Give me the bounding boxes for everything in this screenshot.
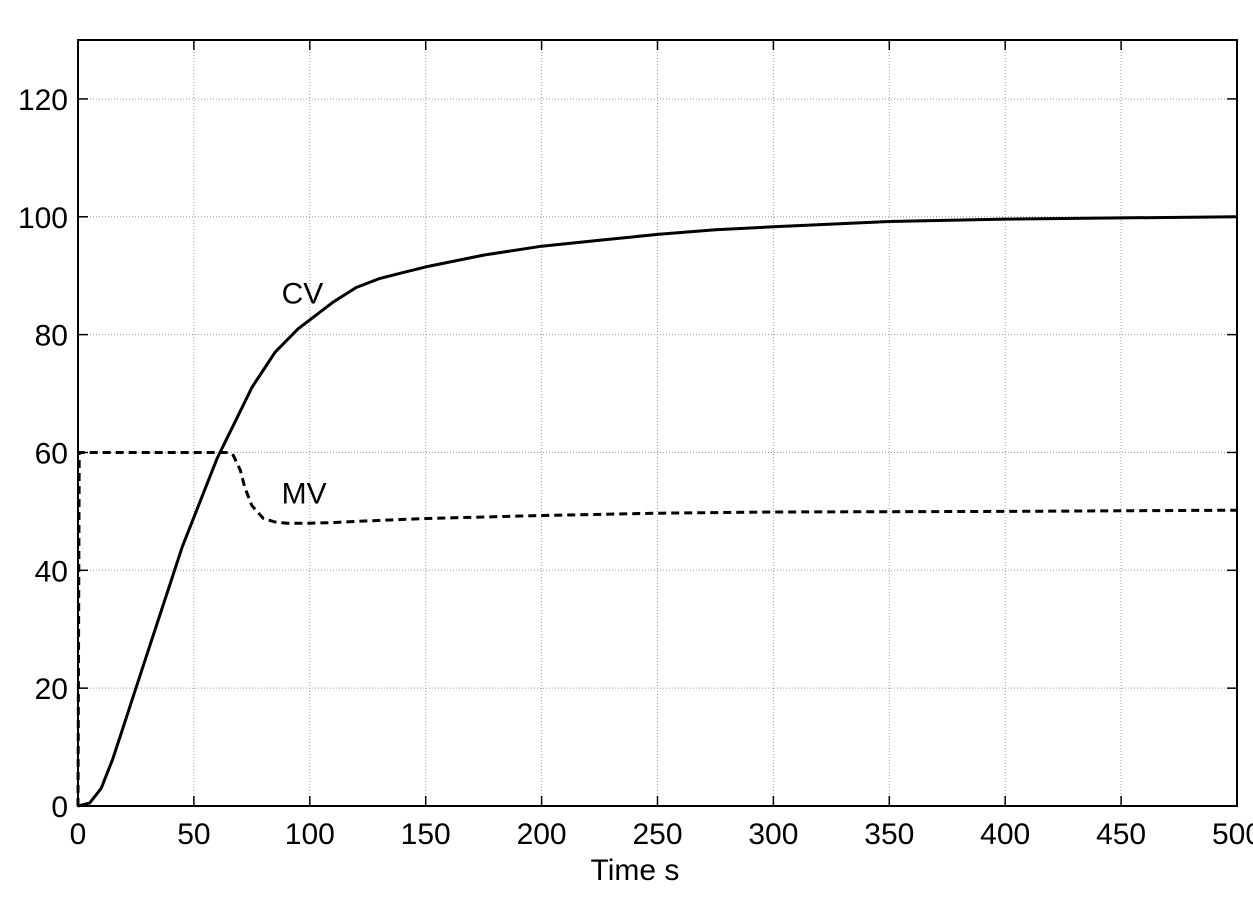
- x-tick-label: 400: [980, 818, 1030, 851]
- x-tick-label: 500: [1212, 818, 1253, 851]
- x-tick-label: 200: [517, 818, 567, 851]
- x-tick-label: 150: [401, 818, 451, 851]
- grid: [78, 40, 1237, 806]
- series-line-mv: [76, 451, 1238, 807]
- y-tick-label: 100: [18, 202, 68, 235]
- y-tick-label: 120: [18, 84, 68, 117]
- x-axis-title: Time s: [591, 854, 680, 887]
- x-tick-label: 350: [864, 818, 914, 851]
- x-tick-label: 450: [1096, 818, 1146, 851]
- ticks: [77, 40, 1238, 807]
- y-tick-label: 0: [51, 791, 68, 824]
- annotations: CV MV: [282, 277, 327, 510]
- x-tick-label: 0: [70, 818, 87, 851]
- y-tick-label: 20: [35, 673, 68, 706]
- y-tick-label: 40: [35, 555, 68, 588]
- x-tick-label: 50: [177, 818, 210, 851]
- tick-labels: 0 50 100 150 200 250 300 350 400 450 500 0 20 40 60 80 1…: [18, 84, 1253, 851]
- y-tick-label: 80: [35, 320, 68, 353]
- series-layer: [76, 215, 1238, 808]
- series-label-cv: CV: [282, 277, 324, 310]
- y-tick-label: 60: [35, 437, 68, 470]
- x-tick-label: 250: [632, 818, 682, 851]
- series-label-mv: MV: [282, 478, 327, 511]
- series-line-cv: [77, 215, 1238, 808]
- x-tick-label: 100: [285, 818, 335, 851]
- x-tick-label: 300: [748, 818, 798, 851]
